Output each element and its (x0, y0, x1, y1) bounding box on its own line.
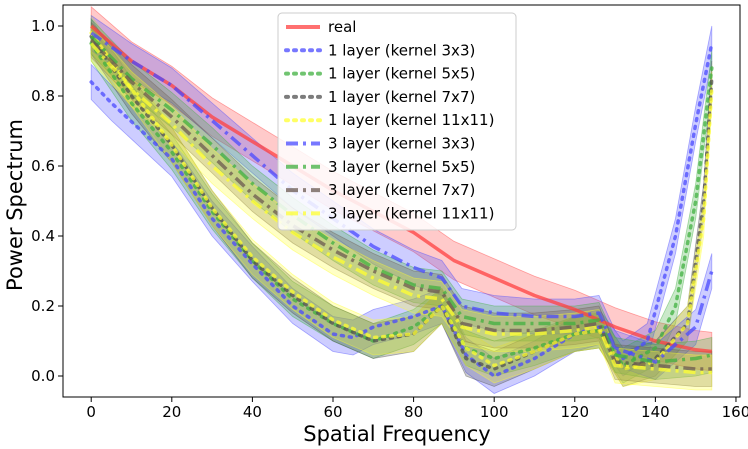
y-tick-label: 1.0 (31, 17, 55, 35)
line-series-8 (89, 42, 712, 375)
y-axis-ticks: 0.0 0.2 0.4 0.6 0.8 1.0 (31, 17, 63, 385)
legend-label: 1 layer (kernel 3x3) (328, 41, 475, 59)
legend-label: 3 layer (kernel 11x11) (328, 204, 494, 222)
x-tick-label: 120 (560, 403, 589, 421)
legend: real 1 layer (kernel 3x3) 1 layer (kernel … (277, 12, 517, 231)
legend-label: 3 layer (kernel 7x7) (328, 181, 475, 199)
legend-label: 3 layer (kernel 3x3) (328, 135, 475, 153)
plot-frame (62, 4, 741, 398)
band-series-8 (90, 24, 713, 391)
band-series-7 (90, 21, 713, 387)
x-tick-label: 20 (162, 403, 181, 421)
y-tick-label: 0.4 (31, 227, 55, 245)
y-tick-label: 0.0 (31, 367, 55, 385)
legend-label: real (328, 18, 356, 36)
band-series-3 (90, 17, 713, 387)
x-tick-label: 0 (86, 403, 96, 421)
y-tick-label: 0.2 (31, 297, 55, 315)
line-series-0 (90, 24, 712, 354)
line-series-5 (90, 31, 714, 364)
legend-label: 1 layer (kernel 5x5) (328, 65, 475, 83)
x-axis-label: Spatial Frequency (303, 422, 490, 446)
legend-label: 1 layer (kernel 11x11) (328, 111, 494, 129)
legend-box (277, 12, 517, 231)
band-series-2 (90, 24, 713, 384)
x-tick-label: 60 (323, 403, 342, 421)
line-series-4 (89, 31, 714, 371)
legend-label: 3 layer (kernel 5x5) (328, 158, 475, 176)
x-axis-ticks: 0 20 40 60 80 100 120 140 160 (86, 397, 748, 421)
x-tick-label: 100 (480, 403, 509, 421)
y-axis-label: Power Spectrum (3, 119, 27, 291)
x-tick-label: 140 (641, 403, 670, 421)
legend-label: 1 layer (kernel 7x7) (328, 88, 475, 106)
y-tick-label: 0.8 (31, 87, 55, 105)
x-tick-label: 40 (243, 403, 262, 421)
y-tick-label: 0.6 (31, 157, 55, 175)
x-tick-label: 160 (722, 403, 748, 421)
x-tick-label: 80 (404, 403, 423, 421)
series-lines (89, 24, 714, 378)
